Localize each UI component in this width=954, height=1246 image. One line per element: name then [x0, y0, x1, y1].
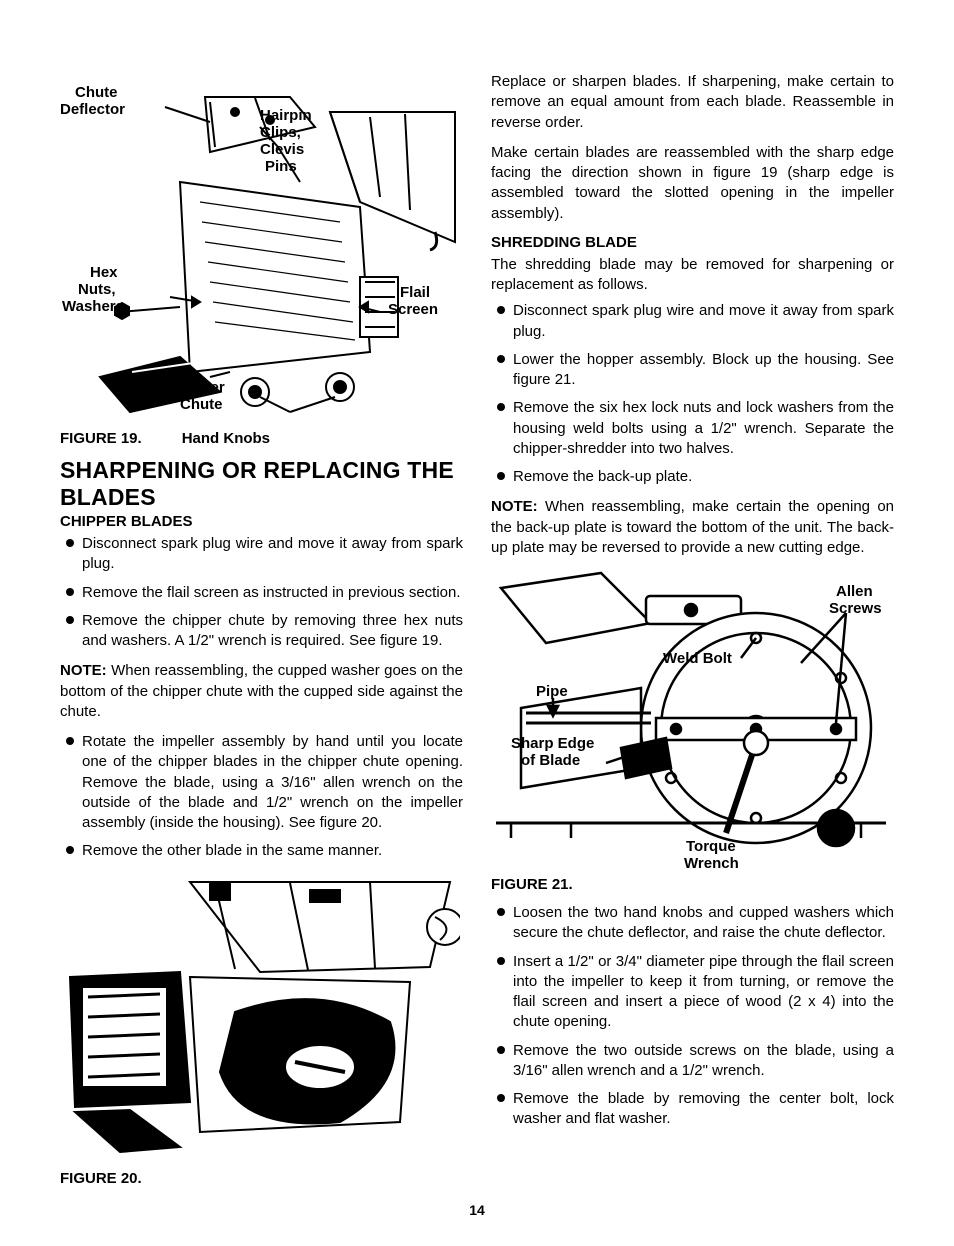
note-2-text: When reassembling, make certain the open…	[491, 498, 894, 556]
label-torque-2: Wrench	[684, 855, 739, 868]
label-hex-1: Hex	[90, 264, 118, 281]
figure-21-caption: FIGURE 21.	[491, 876, 894, 893]
label-allen-2: Screws	[829, 600, 882, 617]
note-1-label: NOTE:	[60, 662, 107, 679]
label-hairpin-4: Pins	[265, 158, 297, 175]
note-1: NOTE: When reassembling, the cupped wash…	[60, 661, 463, 722]
list-item: Remove the flail screen as instructed in…	[60, 583, 463, 603]
hand-knobs-label: Hand Knobs	[182, 430, 270, 447]
figure-19-caption: FIGURE 19.	[60, 430, 142, 447]
label-chipper-1: Chipper	[168, 379, 225, 396]
figure-20-caption: FIGURE 20.	[60, 1170, 463, 1187]
page-number: 14	[0, 1202, 954, 1218]
label-allen-1: Allen	[836, 583, 873, 600]
label-hex-2: Nuts,	[78, 281, 116, 298]
label-hairpin-2: Clips,	[260, 124, 301, 141]
list-item: Disconnect spark plug wire and move it a…	[60, 534, 463, 575]
list-item: Remove the back-up plate.	[491, 467, 894, 487]
shredding-bullets-2: Loosen the two hand knobs and cupped was…	[491, 903, 894, 1130]
note-1-text: When reassembling, the cupped washer goe…	[60, 662, 463, 720]
para-replace: Replace or sharpen blades. If sharpening…	[491, 72, 894, 133]
label-torque-1: Torque	[686, 838, 736, 855]
label-chute-deflector-1: Chute	[75, 84, 118, 101]
chipper-blades-heading: CHIPPER BLADES	[60, 513, 463, 530]
shredding-intro: The shredding blade may be removed for s…	[491, 255, 894, 296]
label-hairpin-1: Hairpin	[260, 107, 312, 124]
figure-19: Chute Deflector Hairpin Clips, Clevis Pi…	[60, 72, 463, 422]
chipper-bullets-2: Rotate the impeller assembly by hand unt…	[60, 732, 463, 862]
label-pipe: Pipe	[536, 683, 568, 700]
right-column: Replace or sharpen blades. If sharpening…	[491, 72, 894, 1187]
figure-20	[60, 872, 463, 1162]
list-item: Disconnect spark plug wire and move it a…	[491, 301, 894, 342]
label-hairpin-3: Clevis	[260, 141, 304, 158]
list-item: Remove the chipper chute by removing thr…	[60, 611, 463, 652]
list-item: Remove the other blade in the same manne…	[60, 841, 463, 861]
shredding-heading: SHREDDING BLADE	[491, 234, 894, 251]
list-item: Remove the blade by removing the center …	[491, 1089, 894, 1130]
section-heading: SHARPENING OR REPLACING THE BLADES	[60, 457, 463, 511]
shredding-bullets-1: Disconnect spark plug wire and move it a…	[491, 301, 894, 487]
chipper-bullets-1: Disconnect spark plug wire and move it a…	[60, 534, 463, 651]
label-flail-1: Flail	[400, 284, 430, 301]
label-sharp-2: of Blade	[521, 752, 580, 769]
label-flail-2: Screen	[388, 301, 438, 318]
label-chipper-2: Chute	[180, 396, 223, 413]
list-item: Remove the six hex lock nuts and lock wa…	[491, 398, 894, 459]
label-sharp-1: Sharp Edge	[511, 735, 594, 752]
note-2-label: NOTE:	[491, 498, 538, 515]
list-item: Rotate the impeller assembly by hand unt…	[60, 732, 463, 833]
note-2: NOTE: When reassembling, make certain th…	[491, 497, 894, 558]
list-item: Loosen the two hand knobs and cupped was…	[491, 903, 894, 944]
label-chute-deflector-2: Deflector	[60, 101, 125, 118]
list-item: Remove the two outside screws on the bla…	[491, 1041, 894, 1082]
para-reassemble: Make certain blades are reassembled with…	[491, 143, 894, 224]
list-item: Insert a 1/2" or 3/4" diameter pipe thro…	[491, 952, 894, 1033]
list-item: Lower the hopper assembly. Block up the …	[491, 350, 894, 391]
label-hex-3: Washers	[62, 298, 124, 315]
left-column: Chute Deflector Hairpin Clips, Clevis Pi…	[60, 72, 463, 1187]
figure-21: Allen Screws Weld Bolt Pipe Sharp Edge o…	[491, 568, 894, 868]
label-weld-bolt: Weld Bolt	[663, 650, 732, 667]
